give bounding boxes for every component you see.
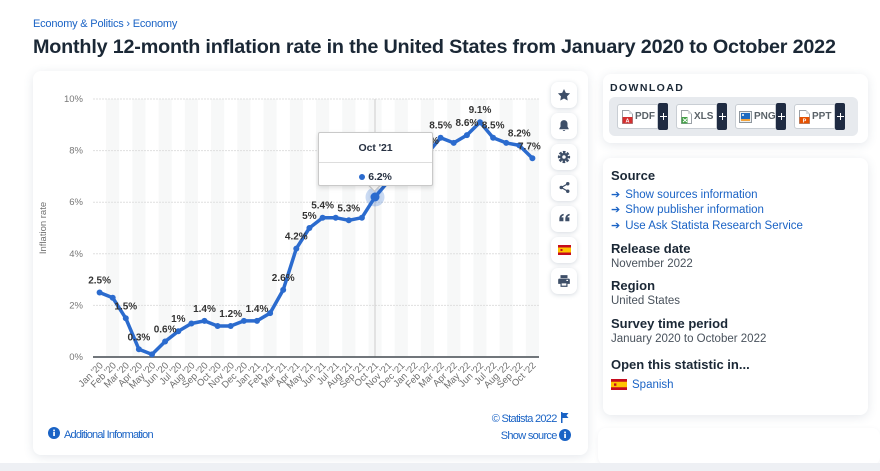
svg-text:Inflation rate: Inflation rate — [38, 202, 49, 254]
svg-text:1.5%: 1.5% — [114, 301, 137, 312]
svg-text:10%: 10% — [64, 94, 84, 105]
svg-text:4.2%: 4.2% — [285, 232, 308, 243]
svg-text:P: P — [803, 118, 807, 124]
svg-text:1.4%: 1.4% — [246, 304, 269, 315]
svg-text:9.1%: 9.1% — [469, 105, 492, 116]
svg-text:5%: 5% — [302, 211, 317, 222]
svg-text:8%: 8% — [69, 146, 83, 157]
svg-text:A: A — [626, 118, 630, 124]
svg-text:2.5%: 2.5% — [88, 276, 111, 287]
svg-text:0%: 0% — [69, 352, 83, 363]
svg-text:1.2%: 1.2% — [219, 309, 242, 320]
svg-text:4%: 4% — [69, 249, 83, 260]
svg-text:8.5%: 8.5% — [482, 121, 505, 132]
svg-text:7.7%: 7.7% — [518, 141, 541, 152]
svg-text:1%: 1% — [171, 314, 186, 325]
svg-text:8.6%: 8.6% — [456, 118, 479, 129]
svg-text:8.5%: 8.5% — [429, 121, 452, 132]
svg-text:1.4%: 1.4% — [193, 304, 216, 315]
svg-text:6%: 6% — [69, 197, 83, 208]
svg-text:5.4%: 5.4% — [311, 201, 334, 212]
svg-text:2.6%: 2.6% — [272, 273, 295, 284]
svg-text:0.6%: 0.6% — [154, 325, 177, 336]
svg-text:5.3%: 5.3% — [337, 203, 360, 214]
svg-text:8.2%: 8.2% — [508, 128, 531, 139]
svg-text:2%: 2% — [69, 300, 83, 311]
svg-text:0.3%: 0.3% — [128, 332, 151, 343]
